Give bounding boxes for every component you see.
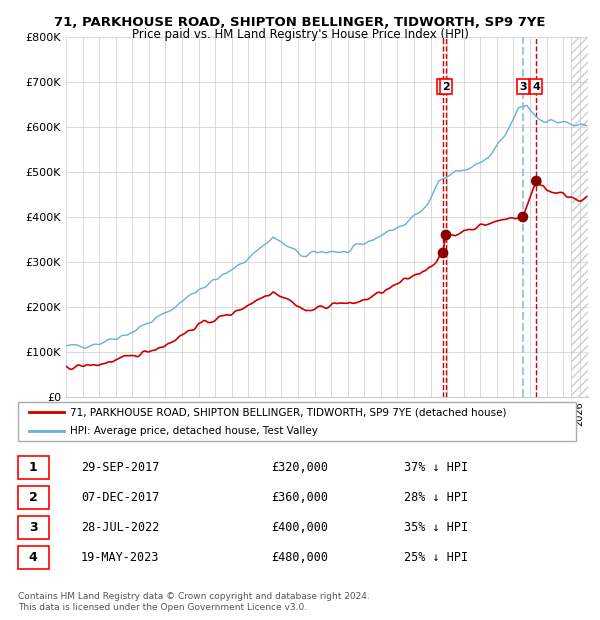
- Text: £400,000: £400,000: [271, 521, 328, 534]
- Point: [518, 212, 527, 222]
- Text: £320,000: £320,000: [271, 461, 328, 474]
- Text: 71, PARKHOUSE ROAD, SHIPTON BELLINGER, TIDWORTH, SP9 7YE (detached house): 71, PARKHOUSE ROAD, SHIPTON BELLINGER, T…: [70, 407, 506, 417]
- Text: 3: 3: [519, 82, 527, 92]
- FancyBboxPatch shape: [18, 486, 49, 509]
- Text: 2: 2: [442, 82, 450, 92]
- Text: 19-MAY-2023: 19-MAY-2023: [81, 551, 160, 564]
- Text: 2: 2: [29, 491, 38, 504]
- Text: Contains HM Land Registry data © Crown copyright and database right 2024.
This d: Contains HM Land Registry data © Crown c…: [18, 592, 370, 611]
- FancyBboxPatch shape: [18, 456, 49, 479]
- Text: 28-JUL-2022: 28-JUL-2022: [81, 521, 160, 534]
- Point: [532, 176, 541, 186]
- FancyBboxPatch shape: [18, 546, 49, 569]
- Text: 1: 1: [29, 461, 38, 474]
- Text: 07-DEC-2017: 07-DEC-2017: [81, 491, 160, 504]
- Text: 3: 3: [29, 521, 38, 534]
- Text: 29-SEP-2017: 29-SEP-2017: [81, 461, 160, 474]
- Text: 37% ↓ HPI: 37% ↓ HPI: [404, 461, 468, 474]
- Text: 4: 4: [532, 82, 540, 92]
- Point: [441, 230, 451, 240]
- Text: £480,000: £480,000: [271, 551, 328, 564]
- Text: £360,000: £360,000: [271, 491, 328, 504]
- Text: 25% ↓ HPI: 25% ↓ HPI: [404, 551, 468, 564]
- Text: 28% ↓ HPI: 28% ↓ HPI: [404, 491, 468, 504]
- FancyBboxPatch shape: [18, 402, 577, 441]
- Text: 1: 1: [439, 82, 447, 92]
- Text: Price paid vs. HM Land Registry's House Price Index (HPI): Price paid vs. HM Land Registry's House …: [131, 28, 469, 41]
- Text: HPI: Average price, detached house, Test Valley: HPI: Average price, detached house, Test…: [70, 426, 317, 436]
- Text: 35% ↓ HPI: 35% ↓ HPI: [404, 521, 468, 534]
- Point: [438, 248, 448, 258]
- Text: 4: 4: [29, 551, 38, 564]
- FancyBboxPatch shape: [18, 516, 49, 539]
- Text: 71, PARKHOUSE ROAD, SHIPTON BELLINGER, TIDWORTH, SP9 7YE: 71, PARKHOUSE ROAD, SHIPTON BELLINGER, T…: [54, 16, 546, 29]
